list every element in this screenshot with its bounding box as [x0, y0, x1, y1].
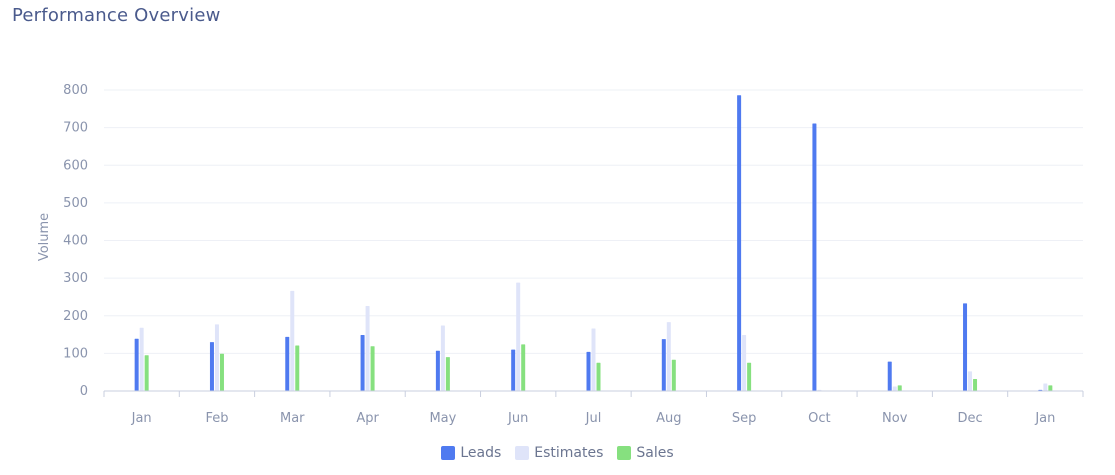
x-tick-label: May: [429, 411, 456, 426]
bar-leads[interactable]: [511, 349, 516, 391]
bar-leads[interactable]: [737, 95, 742, 391]
bar-leads[interactable]: [586, 351, 591, 391]
y-tick-label: 0: [80, 384, 88, 399]
bar-sales[interactable]: [1048, 385, 1053, 391]
x-tick-label: Apr: [356, 411, 379, 426]
bar-sales[interactable]: [521, 344, 526, 391]
legend-label: Sales: [636, 445, 674, 461]
bar-sales[interactable]: [370, 346, 375, 391]
x-tick-label: Aug: [656, 411, 681, 426]
grid-lines: [104, 89, 1083, 354]
bar-estimates[interactable]: [968, 371, 973, 391]
bar-leads[interactable]: [134, 338, 139, 391]
legend-swatch: [617, 446, 632, 460]
y-tick-label: 600: [63, 158, 88, 173]
bar-sales[interactable]: [973, 378, 978, 391]
chart-title: Performance Overview: [12, 5, 221, 26]
bar-estimates[interactable]: [290, 290, 295, 391]
bar-leads[interactable]: [285, 336, 290, 391]
legend-swatch: [515, 446, 530, 460]
bar-estimates[interactable]: [892, 386, 897, 391]
x-tick-label: Dec: [957, 411, 982, 426]
bars: [134, 95, 1053, 391]
bar-estimates[interactable]: [591, 328, 596, 391]
y-tick-label: 500: [63, 196, 88, 211]
bar-sales[interactable]: [897, 385, 902, 391]
series-sales: [144, 344, 1053, 391]
bar-leads[interactable]: [812, 123, 817, 391]
x-tick-label: Jun: [507, 411, 528, 426]
x-tick-label: Jul: [585, 411, 602, 426]
bar-leads[interactable]: [209, 342, 214, 391]
bar-sales[interactable]: [219, 353, 224, 391]
x-tick-label: Mar: [280, 411, 305, 426]
legend-label: Estimates: [534, 445, 604, 461]
x-tick-label: Sep: [732, 411, 757, 426]
series-estimates: [139, 282, 1048, 391]
bar-estimates[interactable]: [742, 334, 747, 391]
bar-estimates[interactable]: [139, 327, 144, 391]
performance-bar-chart: 0 100 200 300 400 500 600 700 800 Jan Feb Mar Apr Ma…: [37, 83, 1084, 426]
y-tick-label: 300: [63, 271, 88, 286]
bar-sales[interactable]: [144, 355, 149, 391]
bar-sales[interactable]: [596, 362, 601, 391]
y-tick-label: 100: [63, 346, 88, 361]
bar-estimates[interactable]: [516, 282, 521, 391]
y-axis-title: Volume: [37, 213, 52, 261]
bar-sales[interactable]: [747, 362, 752, 391]
x-tick-label: Jan: [131, 411, 152, 426]
y-axis-ticks: 0 100 200 300 400 500 600 700 800: [63, 83, 88, 399]
legend-item-sales[interactable]: Sales: [617, 445, 674, 461]
legend-item-leads[interactable]: Leads: [441, 445, 501, 461]
x-axis: Jan Feb Mar Apr May Jun Jul Aug Sep Oct Nov Dec Jan: [103, 390, 1084, 426]
bar-estimates[interactable]: [214, 324, 219, 391]
legend-item-estimates[interactable]: Estimates: [515, 445, 603, 461]
x-tick-label: Feb: [205, 411, 228, 426]
bar-leads[interactable]: [887, 361, 892, 391]
legend-swatch: [441, 446, 456, 460]
y-tick-label: 800: [63, 83, 88, 98]
bar-leads[interactable]: [963, 303, 968, 391]
bar-sales[interactable]: [445, 357, 450, 391]
bar-leads[interactable]: [435, 350, 440, 391]
x-tick-label: Jan: [1034, 411, 1055, 426]
bar-estimates[interactable]: [666, 322, 671, 391]
y-tick-label: 700: [63, 121, 88, 136]
bar-estimates[interactable]: [440, 325, 445, 391]
bar-estimates[interactable]: [365, 305, 370, 391]
bar-estimates[interactable]: [1043, 383, 1048, 391]
x-tick-label: Oct: [808, 411, 830, 426]
y-tick-label: 400: [63, 234, 88, 249]
x-tick-label: Nov: [882, 411, 908, 426]
bar-leads[interactable]: [360, 334, 365, 391]
bar-sales[interactable]: [295, 345, 300, 391]
chart-legend: Leads Estimates Sales: [0, 445, 1115, 461]
y-tick-label: 200: [63, 309, 88, 324]
bar-sales[interactable]: [671, 359, 676, 391]
legend-label: Leads: [460, 445, 502, 461]
series-leads: [134, 95, 1043, 391]
bar-leads[interactable]: [661, 339, 666, 391]
